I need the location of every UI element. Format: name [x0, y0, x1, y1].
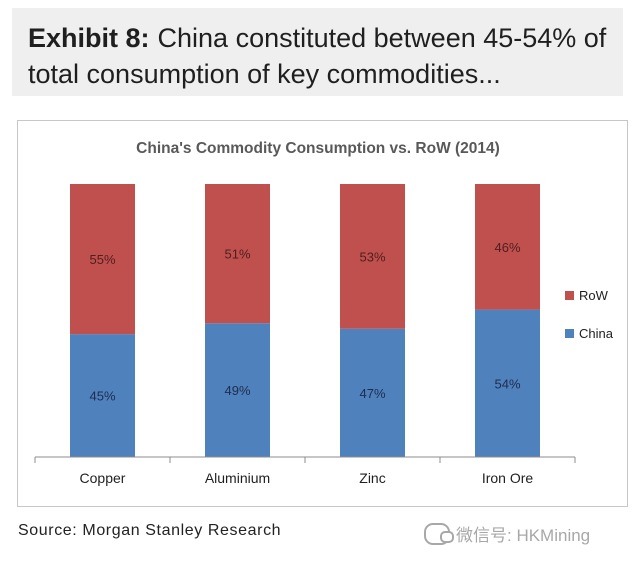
exhibit-title: China constituted between 45-54% of tota… [28, 23, 607, 89]
watermark-text: 微信号: HKMining [456, 526, 591, 545]
exhibit-header: Exhibit 8: China constituted between 45-5… [12, 8, 623, 96]
x-tick-label-aluminium: Aluminium [205, 470, 270, 486]
watermark: 微信号: HKMining [424, 521, 590, 546]
bar-china-aluminium [205, 323, 270, 457]
data-label-china-iron-ore: 54% [494, 376, 520, 391]
data-label-row-copper: 55% [89, 252, 115, 267]
data-label-row-zinc: 53% [359, 249, 385, 264]
x-tick-label-iron-ore: Iron Ore [482, 470, 534, 486]
chart-canvas: China's Commodity Consumption vs. RoW (2… [34, 140, 614, 486]
x-tick-label-copper: Copper [80, 470, 126, 486]
data-label-china-aluminium: 49% [224, 383, 250, 398]
legend-label-china: China [579, 326, 614, 341]
bar-row-iron-ore [475, 184, 540, 310]
chart-panel: China's Commodity Consumption vs. RoW (2… [17, 120, 628, 507]
bar-china-iron-ore [475, 309, 540, 457]
data-label-china-copper: 45% [89, 389, 115, 404]
chart-title: China's Commodity Consumption vs. RoW (2… [136, 140, 500, 157]
legend-swatch-row [565, 291, 574, 300]
exhibit-heading: Exhibit 8: China constituted between 45-5… [28, 20, 618, 92]
data-label-china-zinc: 47% [359, 386, 385, 401]
exhibit-label: Exhibit 8: [28, 23, 150, 53]
legend-label-row: RoW [579, 288, 609, 303]
bar-china-zinc [340, 328, 405, 457]
bar-row-aluminium [205, 184, 270, 324]
x-tick-label-zinc: Zinc [359, 470, 385, 486]
legend-swatch-china [565, 329, 574, 338]
data-label-row-aluminium: 51% [224, 247, 250, 262]
wechat-icon [424, 522, 454, 545]
bar-row-copper [70, 184, 135, 335]
bar-china-copper [70, 334, 135, 457]
data-label-row-iron-ore: 46% [494, 240, 520, 255]
bar-row-zinc [340, 184, 405, 329]
source-note: Source: Morgan Stanley Research [18, 522, 282, 539]
